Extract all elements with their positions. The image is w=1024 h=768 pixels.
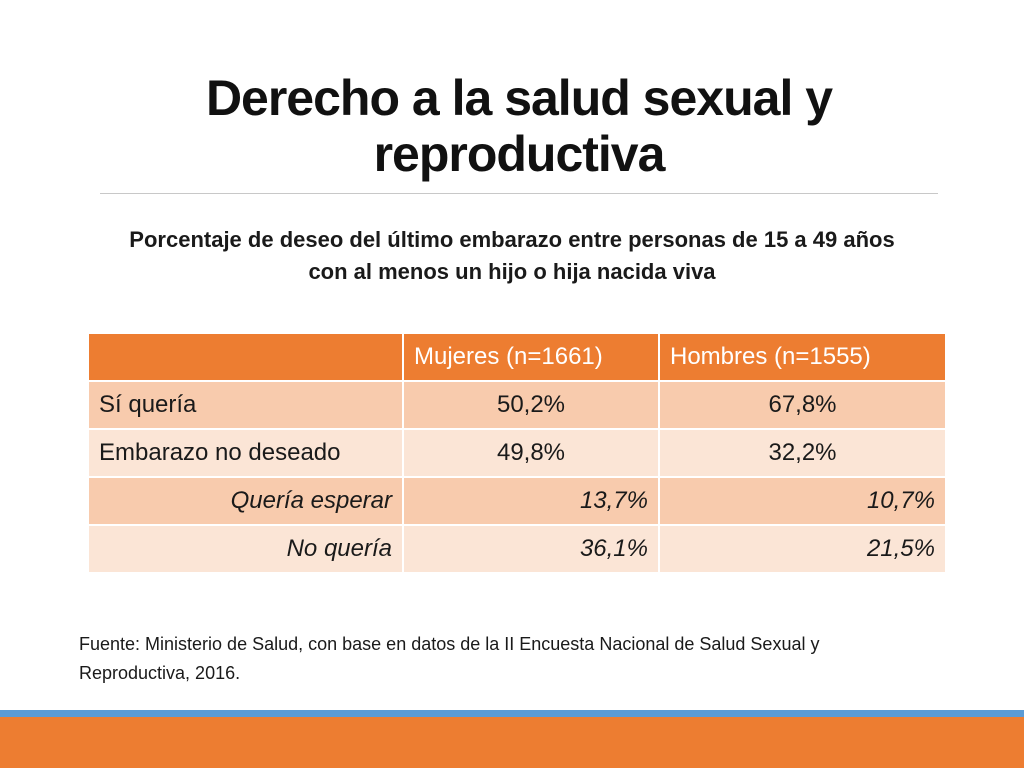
table-row: Sí quería 50,2% 67,8%: [89, 382, 947, 430]
table-row: No quería 36,1% 21,5%: [89, 526, 947, 574]
header-cell-hombres: Hombres (n=1555): [660, 334, 947, 382]
row-label: Embarazo no deseado: [89, 430, 404, 478]
header-cell-blank: [89, 334, 404, 382]
table-row: Embarazo no deseado 49,8% 32,2%: [89, 430, 947, 478]
data-table: Mujeres (n=1661) Hombres (n=1555) Sí que…: [89, 334, 947, 574]
table-caption: Porcentaje de deseo del último embarazo …: [60, 224, 964, 288]
table-row: Quería esperar 13,7% 10,7%: [89, 478, 947, 526]
cell-hombres: 21,5%: [660, 526, 947, 574]
cell-hombres: 10,7%: [660, 478, 947, 526]
title-divider: [100, 193, 938, 194]
cell-mujeres: 13,7%: [404, 478, 660, 526]
row-label: Sí quería: [89, 382, 404, 430]
source-line-1: Fuente: Ministerio de Salud, con base en…: [79, 634, 820, 654]
source-note: Fuente: Ministerio de Salud, con base en…: [79, 630, 959, 688]
slide-title: Derecho a la salud sexual y reproductiva: [100, 70, 938, 182]
cell-mujeres: 49,8%: [404, 430, 660, 478]
row-label: No quería: [89, 526, 404, 574]
table-caption-line-1: Porcentaje de deseo del último embarazo …: [129, 227, 895, 252]
source-line-2: Reproductiva, 2016.: [79, 663, 241, 683]
footer-band-blue: [0, 710, 1024, 717]
cell-hombres: 67,8%: [660, 382, 947, 430]
cell-hombres: 32,2%: [660, 430, 947, 478]
table-header-row: Mujeres (n=1661) Hombres (n=1555): [89, 334, 947, 382]
cell-mujeres: 50,2%: [404, 382, 660, 430]
table-caption-line-2: con al menos un hijo o hija nacida viva: [308, 259, 716, 284]
slide-title-line-1: Derecho a la salud sexual y: [205, 70, 833, 126]
header-cell-mujeres: Mujeres (n=1661): [404, 334, 660, 382]
slide-title-line-2: reproductiva: [373, 126, 666, 182]
footer-band-orange: [0, 717, 1024, 768]
row-label: Quería esperar: [89, 478, 404, 526]
cell-mujeres: 36,1%: [404, 526, 660, 574]
